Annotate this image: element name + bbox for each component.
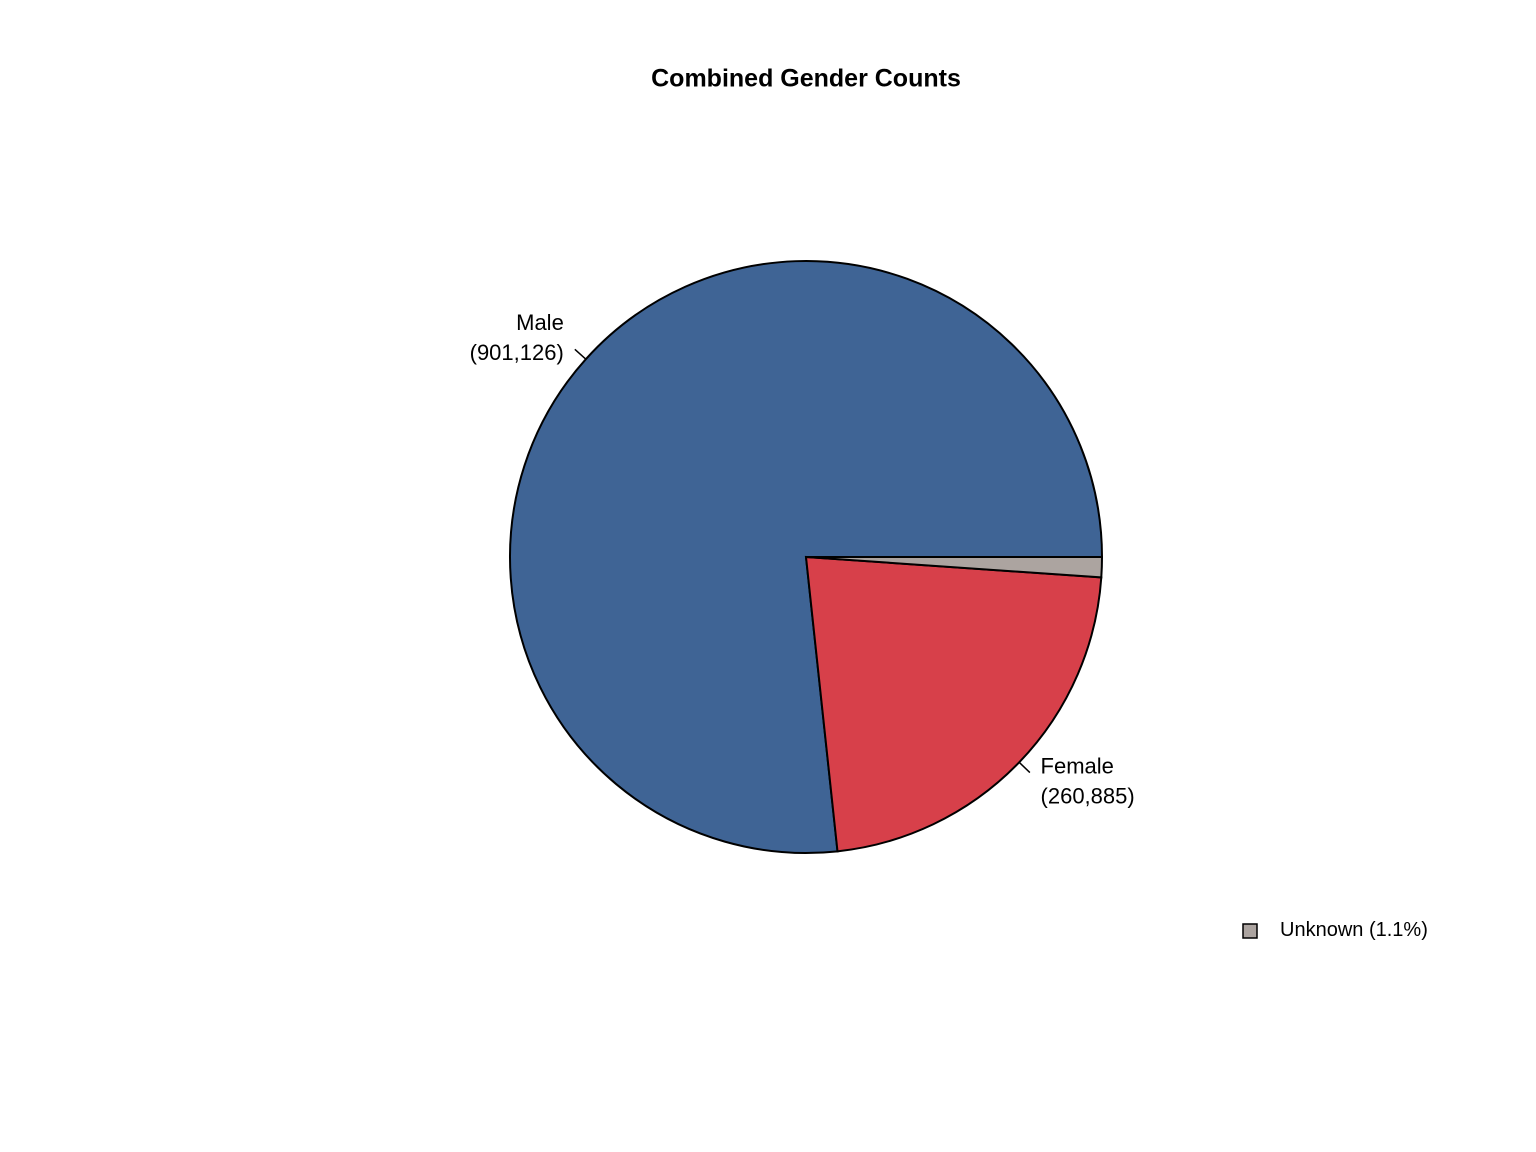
slice-value-label: (901,126) — [470, 340, 564, 365]
slice-label: Male — [516, 310, 564, 335]
legend-label: Unknown — [1280, 919, 1363, 941]
legend-entry: Unknown (1.1%) — [1280, 919, 1428, 941]
label-leader — [574, 348, 587, 360]
chart-title: Combined Gender Counts — [651, 65, 961, 93]
slice-value-label: (260,885) — [1041, 784, 1135, 809]
legend-swatch — [1242, 923, 1258, 939]
slice-label: Female — [1041, 754, 1114, 779]
pie-slice — [805, 556, 1104, 579]
legend-value-label: (1.1%) — [1369, 919, 1428, 941]
pie-slice — [804, 555, 1103, 853]
label-leader — [1018, 761, 1031, 774]
